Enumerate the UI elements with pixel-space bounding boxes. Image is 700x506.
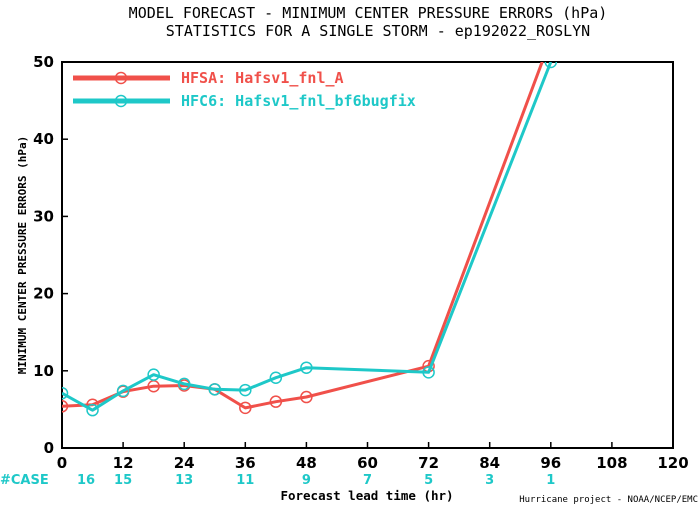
data-point bbox=[422, 366, 435, 379]
data-point bbox=[300, 390, 313, 404]
series-line-2 bbox=[62, 62, 553, 412]
data-point bbox=[269, 395, 283, 408]
x-tick-label: 24 bbox=[174, 454, 195, 472]
y-axis: 0 10 20 30 40 50 bbox=[33, 53, 68, 457]
y-tick-label: 50 bbox=[33, 53, 54, 71]
x-tick-label: 36 bbox=[235, 454, 256, 472]
legend-label: HFC6: Hafsv1_fnl_bf6bugfix bbox=[181, 92, 416, 110]
x-tick-label: 84 bbox=[479, 454, 500, 472]
data-point bbox=[269, 371, 283, 384]
x-tick-label: 0 bbox=[57, 454, 67, 472]
x-tick-label: 60 bbox=[357, 454, 378, 472]
case-count: 11 bbox=[236, 473, 254, 488]
x-tick-label: 72 bbox=[418, 454, 439, 472]
data-point bbox=[239, 401, 252, 415]
legend-marker bbox=[114, 94, 128, 108]
case-counts: #CASE 16 15 13 11 9 7 5 3 1 bbox=[0, 473, 555, 488]
data-point bbox=[62, 386, 69, 400]
x-tick-label: 96 bbox=[540, 454, 561, 472]
case-count: 1 bbox=[546, 473, 555, 488]
case-count: 16 bbox=[77, 473, 95, 488]
data-point bbox=[544, 62, 558, 69]
data-point bbox=[62, 400, 69, 413]
case-count: 13 bbox=[175, 473, 193, 488]
y-tick-label: 20 bbox=[33, 285, 54, 303]
y-tick-label: 10 bbox=[33, 362, 54, 380]
y-tick-label: 0 bbox=[44, 439, 54, 457]
x-axis-label: Forecast lead time (hr) bbox=[280, 488, 453, 503]
data-point bbox=[208, 383, 221, 396]
data-point bbox=[177, 377, 191, 391]
x-tick-label: 48 bbox=[296, 454, 317, 472]
data-point bbox=[239, 383, 252, 397]
y-tick-label: 40 bbox=[33, 130, 54, 148]
credit-text: Hurricane project - NOAA/NCEP/EMC bbox=[519, 495, 698, 505]
case-count: 5 bbox=[424, 473, 433, 488]
chart-subtitle: STATISTICS FOR A SINGLE STORM - ep192022… bbox=[166, 22, 590, 40]
legend-marker bbox=[114, 71, 128, 85]
x-axis: 0 12 24 36 48 60 72 84 96 108 120 bbox=[57, 442, 689, 472]
data-point bbox=[116, 384, 130, 398]
case-count: 15 bbox=[114, 473, 132, 488]
legend-label: HFSA: Hafsv1_fnl_A bbox=[181, 69, 344, 87]
case-count: 7 bbox=[363, 473, 372, 488]
series-group bbox=[62, 62, 558, 417]
data-point bbox=[86, 403, 99, 417]
case-count: 9 bbox=[302, 473, 311, 488]
case-count: 3 bbox=[485, 473, 494, 488]
x-tick-label: 12 bbox=[113, 454, 134, 472]
data-point bbox=[300, 361, 313, 374]
case-row-label: #CASE bbox=[0, 473, 49, 488]
chart-title: MODEL FORECAST - MINIMUM CENTER PRESSURE… bbox=[129, 4, 608, 22]
plot-frame bbox=[61, 61, 674, 449]
y-axis-label: MINIMUM CENTER PRESSURE ERRORS (hPa) bbox=[16, 136, 29, 374]
y-tick-label: 30 bbox=[33, 207, 54, 225]
x-tick-label: 108 bbox=[596, 454, 627, 472]
data-point bbox=[147, 368, 160, 381]
legend: HFSA: Hafsv1_fnl_A HFC6: Hafsv1_fnl_bf6bu… bbox=[73, 69, 416, 110]
x-tick-label: 120 bbox=[657, 454, 688, 472]
